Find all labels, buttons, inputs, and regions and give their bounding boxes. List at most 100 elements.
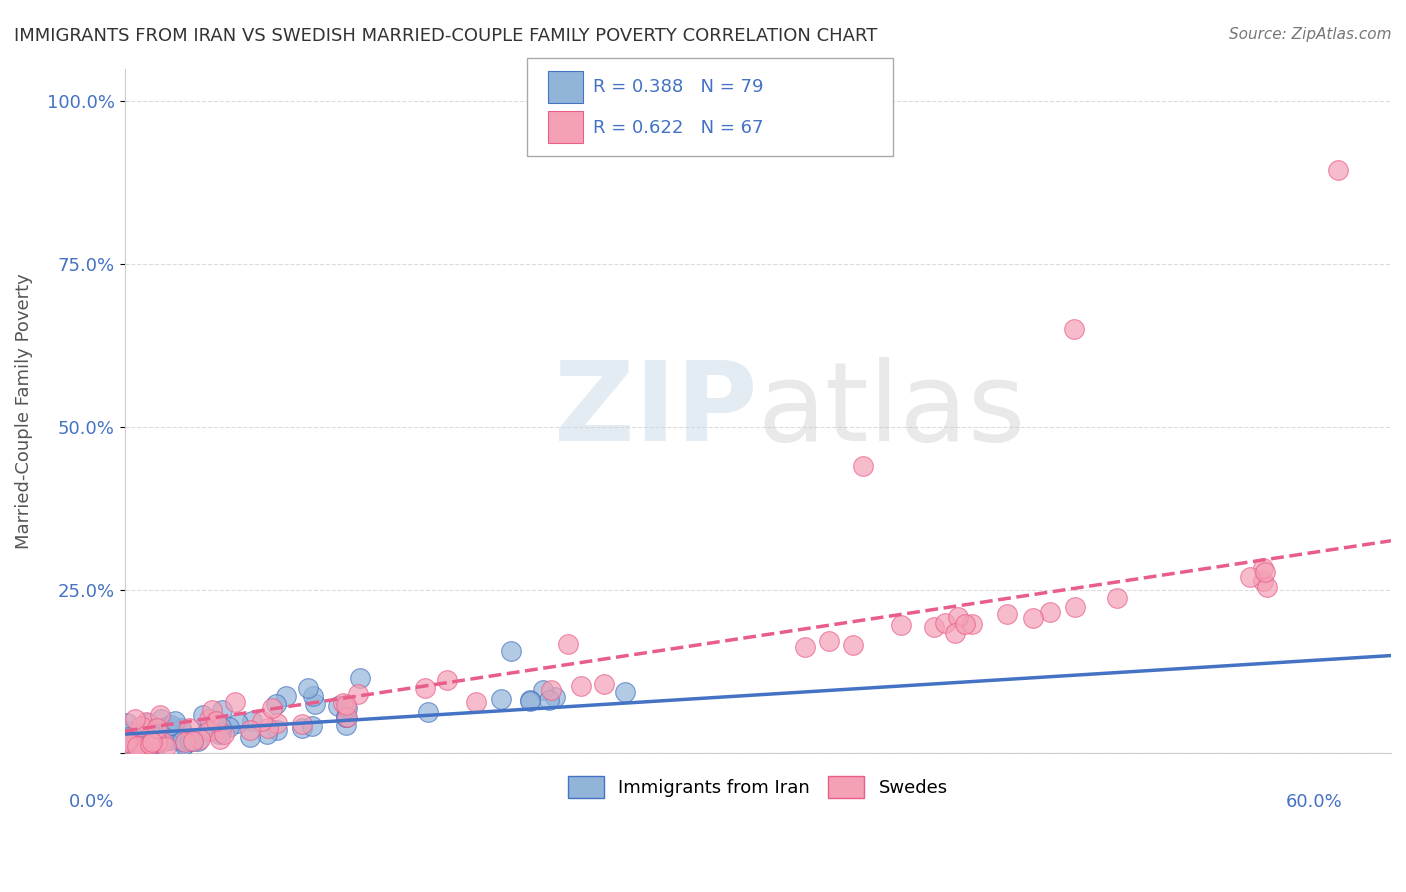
Point xyxy=(1253,566,1275,580)
Point xyxy=(943,626,966,640)
Point xyxy=(152,735,174,749)
Point xyxy=(418,705,440,719)
Point xyxy=(128,725,150,739)
Point xyxy=(121,738,143,752)
Point xyxy=(181,734,204,748)
Point xyxy=(198,712,221,726)
Point xyxy=(262,700,284,714)
Point xyxy=(115,716,138,731)
Point xyxy=(117,730,139,744)
Text: R = 0.622   N = 67: R = 0.622 N = 67 xyxy=(593,119,763,136)
Point xyxy=(960,616,983,631)
Point xyxy=(142,738,165,752)
Point xyxy=(953,617,976,632)
Point xyxy=(240,714,263,728)
Text: atlas: atlas xyxy=(758,357,1026,464)
Point xyxy=(1064,600,1087,615)
Point xyxy=(208,727,231,741)
Point xyxy=(335,710,357,724)
Point xyxy=(266,723,288,737)
Point xyxy=(335,698,357,713)
Point xyxy=(122,744,145,758)
Point xyxy=(135,743,157,757)
Point xyxy=(124,739,146,754)
Point xyxy=(191,708,214,723)
Point xyxy=(519,693,541,707)
Point xyxy=(117,732,139,747)
Point xyxy=(149,734,172,748)
Point xyxy=(413,681,436,695)
Text: IMMIGRANTS FROM IRAN VS SWEDISH MARRIED-COUPLE FAMILY POVERTY CORRELATION CHART: IMMIGRANTS FROM IRAN VS SWEDISH MARRIED-… xyxy=(14,27,877,45)
Text: 0.0%: 0.0% xyxy=(69,793,114,811)
Point xyxy=(136,739,159,754)
Point xyxy=(291,717,314,731)
Point xyxy=(256,727,278,741)
Point xyxy=(890,617,912,632)
Text: Source: ZipAtlas.com: Source: ZipAtlas.com xyxy=(1229,27,1392,42)
Point xyxy=(519,694,541,708)
Point xyxy=(141,735,163,749)
Point xyxy=(120,723,142,738)
Point xyxy=(135,715,157,730)
Point xyxy=(172,733,194,747)
Point xyxy=(499,644,522,658)
Point xyxy=(934,615,956,630)
Point xyxy=(297,681,319,695)
Y-axis label: Married-Couple Family Poverty: Married-Couple Family Poverty xyxy=(15,273,32,549)
Point xyxy=(197,723,219,738)
Point xyxy=(538,693,561,707)
Point xyxy=(1256,580,1278,594)
Point xyxy=(1105,591,1128,606)
Point xyxy=(146,734,169,748)
Point xyxy=(125,739,148,754)
Point xyxy=(335,710,357,724)
Point xyxy=(212,727,235,741)
Point xyxy=(138,737,160,751)
Point xyxy=(173,737,195,751)
Point xyxy=(183,734,205,748)
Point xyxy=(336,710,359,724)
Point xyxy=(152,731,174,746)
Point xyxy=(170,721,193,735)
Point xyxy=(156,719,179,733)
Point xyxy=(995,607,1018,621)
Point xyxy=(540,683,562,698)
Point xyxy=(115,737,138,751)
Point xyxy=(818,634,841,648)
Point xyxy=(465,695,488,709)
Point xyxy=(592,676,614,690)
Point xyxy=(1021,611,1043,625)
Point xyxy=(160,718,183,732)
Point xyxy=(274,689,297,703)
Point xyxy=(557,637,579,651)
Point xyxy=(226,716,249,731)
Point xyxy=(204,714,226,728)
Point xyxy=(117,740,139,755)
Point xyxy=(569,679,592,693)
Point xyxy=(198,723,221,738)
Point xyxy=(129,719,152,733)
Text: ZIP: ZIP xyxy=(554,357,758,464)
Point xyxy=(163,714,186,728)
Point xyxy=(852,459,875,474)
Point xyxy=(127,739,149,753)
Point xyxy=(115,735,138,749)
Point xyxy=(118,743,141,757)
Point xyxy=(257,722,280,736)
Point xyxy=(127,725,149,739)
Point xyxy=(124,744,146,758)
Point xyxy=(346,686,368,700)
Point xyxy=(149,707,172,722)
Point xyxy=(842,638,865,652)
Point xyxy=(794,640,817,654)
Point xyxy=(1239,570,1261,584)
Point xyxy=(326,698,349,713)
Point xyxy=(1039,606,1062,620)
Point xyxy=(211,703,233,717)
Point xyxy=(172,733,194,747)
Point xyxy=(143,740,166,755)
Point xyxy=(533,683,555,698)
Point xyxy=(188,731,211,746)
Point xyxy=(132,742,155,756)
Point xyxy=(266,715,288,730)
